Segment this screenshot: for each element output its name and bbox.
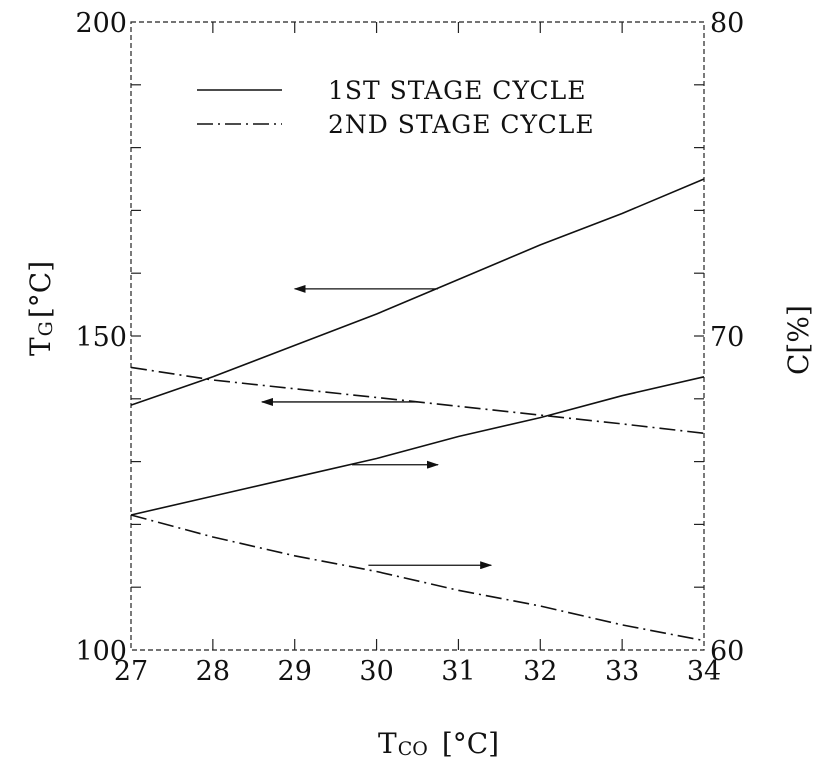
series-line-3 <box>130 514 705 642</box>
x-tick-label-34: 34 <box>687 656 721 687</box>
legend-label-2nd-stage: 2ND STAGE CYCLE <box>328 110 595 139</box>
y-left-tick-label-150: 150 <box>75 322 127 353</box>
x-tick-label-29: 29 <box>278 656 312 687</box>
legend: 1ST STAGE CYCLE 2ND STAGE CYCLE <box>197 76 595 139</box>
series-line-1 <box>130 366 705 435</box>
x-tick-label-28: 28 <box>196 656 230 687</box>
y-left-axis-title: TG[°C] <box>24 261 57 356</box>
series-line-2 <box>130 376 705 516</box>
y-right-tick-label-70: 70 <box>710 322 744 353</box>
x-tick-label-27: 27 <box>114 656 148 687</box>
y-right-tick-label-60: 60 <box>710 636 744 667</box>
y-right-tick-label-80: 80 <box>710 8 744 39</box>
x-tick-label-33: 33 <box>605 656 639 687</box>
x-tick-label-30: 30 <box>359 656 393 687</box>
series-line-0 <box>130 178 705 406</box>
x-tick-label-32: 32 <box>523 656 557 687</box>
legend-label-1st-stage: 1ST STAGE CYCLE <box>328 76 586 105</box>
y-right-axis-title: C[%] <box>782 305 815 375</box>
x-axis-title: TCO [°C] <box>378 727 499 760</box>
x-tick-label-31: 31 <box>441 656 475 687</box>
y-left-tick-label-100: 100 <box>75 636 127 667</box>
y-left-tick-label-200: 200 <box>75 8 127 39</box>
